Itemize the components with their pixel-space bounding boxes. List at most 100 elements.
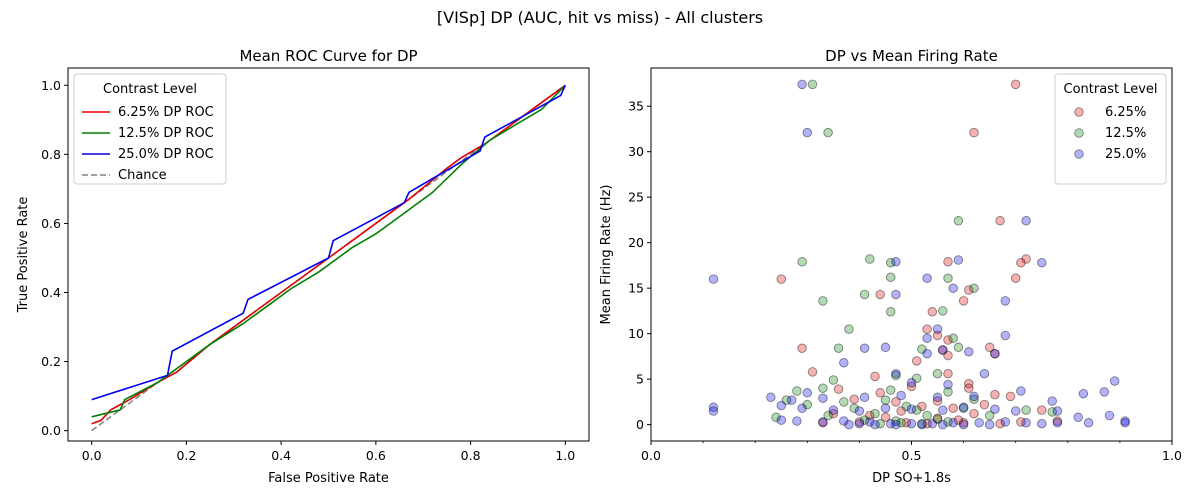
scatter-point — [1083, 418, 1094, 428]
scatter-point — [932, 413, 943, 424]
scatter-point — [885, 307, 896, 317]
scatter-chart: DP vs Mean Firing Rate 0.0 0.5 1.0 0 5 10 15 20 2… — [599, 47, 1182, 486]
scatter-point — [911, 405, 922, 415]
scatter-point — [984, 342, 995, 353]
scatter-point — [891, 257, 901, 267]
x-tick-label: 1.0 — [1162, 448, 1182, 463]
legend-box — [73, 73, 227, 185]
scatter-point — [979, 368, 990, 379]
scatter-point — [1052, 418, 1063, 428]
scatter-point — [917, 419, 927, 430]
x-tick-label: 0.0 — [641, 448, 661, 463]
scatter-point — [839, 416, 849, 426]
scatter-point — [792, 416, 802, 426]
scatter-point — [844, 419, 854, 430]
scatter-point — [911, 373, 922, 383]
scatter-point — [1099, 387, 1110, 397]
scatter-point — [906, 418, 917, 429]
scatter-point — [1005, 391, 1016, 402]
scatter-point — [797, 257, 807, 267]
scatter-point — [917, 418, 927, 429]
plot-area — [91, 84, 567, 432]
scatter-point — [974, 418, 984, 428]
legend-title: Contrast Level — [1064, 82, 1158, 97]
x-tick-label: 1.0 — [555, 448, 575, 463]
legend-label: 6.25% — [1105, 105, 1146, 120]
series-line-2 — [91, 84, 567, 401]
scatter-point — [818, 417, 828, 427]
scatter-point — [1052, 406, 1063, 416]
scatter-point — [833, 384, 844, 394]
legend-label: 12.5% DP ROC — [118, 126, 214, 141]
scatter-point — [865, 410, 875, 421]
scatter-point — [792, 386, 802, 396]
scatter-point — [943, 379, 953, 390]
scatter-point — [891, 397, 901, 407]
scatter-point — [818, 393, 828, 403]
scatter-point — [865, 254, 875, 264]
scatter-point — [828, 408, 839, 419]
scatter-point — [943, 368, 953, 379]
scatter-point — [802, 388, 813, 398]
legend-swatch — [1074, 107, 1084, 117]
scatter-point — [958, 419, 969, 430]
scatter-point — [1010, 79, 1021, 90]
scatter-point — [969, 394, 979, 404]
scatter-point — [818, 296, 828, 306]
scatter-point — [995, 216, 1005, 226]
scatter-point — [786, 395, 797, 405]
scatter-point — [896, 418, 906, 428]
y-tick-label: 0.4 — [41, 285, 61, 300]
scatter-point — [818, 383, 828, 393]
legend-swatch — [1074, 128, 1084, 138]
scatter-point — [896, 390, 906, 401]
scatter-point — [932, 392, 943, 403]
scatter-point — [1120, 416, 1130, 426]
scatter-point — [854, 406, 865, 416]
axes-frame — [67, 67, 590, 442]
scatter-point — [1052, 416, 1063, 426]
scatter-point — [917, 401, 927, 412]
scatter-point — [797, 79, 807, 90]
scatter-point — [990, 389, 1000, 400]
scatter-point — [776, 274, 787, 284]
scatter-point — [849, 403, 859, 413]
scatter-point — [1000, 296, 1011, 306]
scatter-point — [839, 397, 849, 407]
scatter-point — [870, 419, 880, 430]
scatter-point — [917, 344, 927, 354]
scatter-point — [922, 410, 932, 421]
scatter-point — [1047, 407, 1057, 417]
scatter-point — [1016, 386, 1026, 396]
y-tick-label: 5 — [636, 372, 644, 387]
scatter-point — [1109, 376, 1120, 386]
scatter-point — [938, 345, 948, 355]
scatter-point — [854, 418, 865, 429]
x-tick-label: 0.0 — [82, 448, 102, 463]
scatter-point — [948, 333, 958, 343]
scatter-point — [990, 404, 1000, 414]
legend-swatch — [1074, 149, 1084, 159]
scatter-point — [958, 296, 969, 306]
scatter-point — [943, 350, 953, 361]
scatter-point — [1037, 418, 1047, 429]
scatter-point — [964, 383, 974, 393]
legend-title: Contrast Level — [103, 82, 197, 97]
scatter-point — [776, 400, 787, 411]
scatter-point — [922, 418, 932, 429]
scatter-point — [969, 283, 979, 293]
scatter-point — [818, 418, 828, 428]
scatter-point — [859, 289, 870, 300]
legend-label: Chance — [118, 168, 167, 183]
scatter-point — [880, 395, 891, 405]
scatter-point — [979, 399, 990, 410]
scatter-point — [891, 370, 901, 381]
scatter-point — [823, 410, 833, 421]
scatter-point — [885, 272, 896, 282]
y-tick-label: 0.8 — [41, 147, 61, 162]
scatter-point — [833, 343, 844, 353]
scatter-point — [1037, 405, 1047, 415]
scatter-point — [932, 324, 943, 334]
scatter-point — [938, 306, 948, 316]
scatter-point — [1047, 396, 1057, 406]
